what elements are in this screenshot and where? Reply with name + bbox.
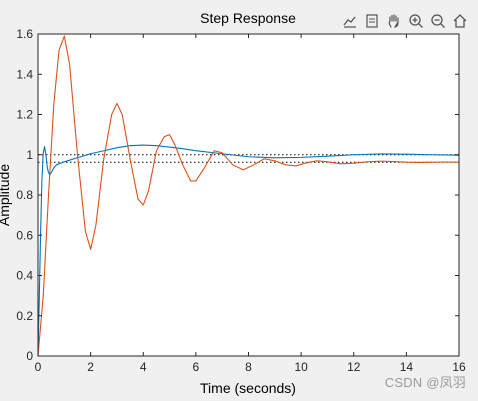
x-tick-label: 4 — [140, 360, 147, 374]
plot-area — [38, 34, 459, 356]
zoom-out-button[interactable] — [428, 11, 448, 31]
x-tick-label: 8 — [245, 360, 252, 374]
x-tick-label: 16 — [452, 360, 466, 374]
series-line-2 — [37, 35, 460, 357]
restore-view-button[interactable] — [450, 11, 470, 31]
pan-button[interactable] — [384, 11, 404, 31]
y-tick-label: 0.8 — [16, 188, 33, 202]
x-tick-label: 10 — [294, 360, 308, 374]
chart-title: Step Response — [200, 10, 296, 26]
y-tick-label: 0.6 — [16, 228, 33, 242]
axes-toolbar — [340, 11, 470, 31]
export-button[interactable] — [340, 11, 360, 31]
data-tips-button[interactable] — [362, 11, 382, 31]
x-tick-label: 0 — [35, 360, 42, 374]
y-tick-label: 0 — [26, 349, 33, 363]
y-tick-label: 0.2 — [16, 309, 33, 323]
export-icon — [343, 16, 356, 28]
series-line-1 — [37, 144, 460, 357]
x-axis-label: Time (seconds) — [200, 380, 296, 396]
x-tick-label: 12 — [347, 360, 361, 374]
data-tips-icon — [366, 14, 378, 28]
x-tick-label: 14 — [400, 360, 414, 374]
y-tick-label: 0.4 — [16, 269, 33, 283]
home-icon — [453, 14, 467, 28]
watermark-text: CSDN @凤羽 — [384, 375, 466, 390]
x-tick-label: 6 — [193, 360, 200, 374]
zoom-in-button[interactable] — [406, 11, 426, 31]
y-tick-label: 1.6 — [16, 27, 33, 41]
y-tick-label: 1.2 — [16, 108, 33, 122]
pan-hand-icon — [388, 14, 399, 28]
y-tick-label: 1 — [26, 148, 33, 162]
y-axis-label: Amplitude — [0, 164, 12, 226]
axes-box — [37, 33, 460, 357]
zoom-out-icon — [431, 14, 445, 28]
y-tick-label: 1.4 — [16, 67, 33, 81]
zoom-in-icon — [409, 14, 423, 28]
x-tick-label: 2 — [87, 360, 94, 374]
